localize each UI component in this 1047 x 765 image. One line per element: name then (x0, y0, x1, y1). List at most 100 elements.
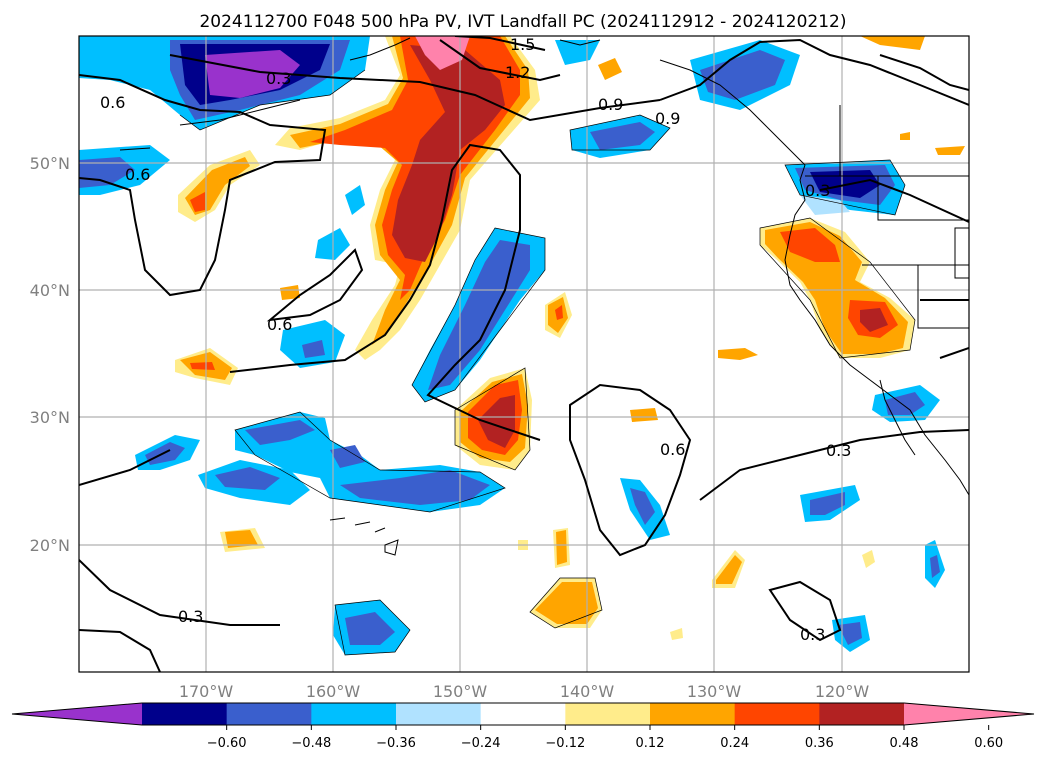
contour-0p6-inner (266, 248, 364, 322)
baja-coast (879, 379, 916, 456)
map-frame (78, 35, 970, 673)
contour-label: 0.6 (660, 440, 685, 459)
fill-24n-mid-inner (630, 488, 655, 525)
colorbar-extend-high (904, 703, 1034, 725)
fill-20n-west-orange (225, 530, 258, 548)
fill-35n-coast (718, 348, 758, 360)
contour-labels: 1.5 1.2 0.9 0.9 0.6 0.6 0.6 0.3 0.3 0.3 … (100, 36, 851, 644)
fill-47n-west-red (190, 192, 205, 212)
fill-outlines (179, 69, 916, 656)
colorbar-tick-label: −0.36 (376, 736, 416, 751)
coastlines (119, 37, 969, 556)
contour-0p6-north (79, 74, 327, 297)
lon-label: 120°W (815, 682, 870, 701)
contour-0p9b (659, 38, 969, 106)
fill-30n-center-darkred (478, 395, 515, 448)
colorbar-tick-label: 0.60 (974, 736, 1003, 751)
fill-central-diag-inner (428, 240, 530, 390)
positive-anomaly-fills (175, 36, 965, 640)
fill-28n-inner (245, 420, 315, 445)
fill-central-jet-pink (415, 36, 470, 70)
state-borders (839, 105, 969, 329)
colorbar-outline (11, 702, 1035, 726)
colorbar-tick-label: 0.48 (890, 736, 919, 751)
lat-label: 30°N (30, 408, 70, 427)
colorbar-tick-label: 0.36 (805, 736, 834, 751)
fill-52n-east (935, 146, 965, 155)
fill-small-45n (345, 185, 365, 215)
colorbar-tick-label: 0.12 (636, 736, 665, 751)
colorbar-swatch (311, 703, 397, 725)
fill-baja-inner (885, 392, 925, 415)
contour-0p3-coast (819, 178, 969, 223)
contour-label: 0.3 (805, 181, 830, 200)
contour-0p3-south (699, 429, 969, 501)
colorbar-tick-label: 0.24 (720, 736, 749, 751)
fill-36n-inner (302, 340, 325, 358)
fill-22n-east-inner (810, 492, 845, 515)
contour-label: 0.6 (100, 93, 125, 112)
contour-label: 0.6 (267, 315, 292, 334)
colorbar-swatch (142, 703, 228, 725)
lat-label: 40°N (30, 281, 70, 300)
contour-0p6-ne (879, 54, 969, 91)
contour-label: 0.3 (826, 441, 851, 460)
pv-contours (79, 36, 969, 672)
colorbar-tick-label: −0.60 (207, 736, 247, 751)
colorbar-swatch (396, 703, 482, 725)
alaska-coast (349, 37, 806, 166)
contour-se-east (920, 299, 969, 359)
contour-0p3-sw (79, 559, 280, 672)
fill-se-alaska-inner (700, 50, 785, 100)
lon-label: 170°W (179, 682, 234, 701)
fill-35n-west-red (190, 362, 215, 370)
fill-alaska-low-core (205, 50, 300, 98)
colorbar-tick-label: −0.24 (461, 736, 501, 751)
fill-52n-east-dot (900, 132, 910, 140)
fill-gulf-alaska-top (555, 40, 600, 65)
colorbar: −0.60 −0.48 −0.36 −0.24 −0.12 0.12 0.24 0.36 0.4… (11, 702, 1035, 751)
lat-label: 20°N (30, 536, 70, 555)
lon-label: 160°W (306, 682, 361, 701)
fill-california-red (780, 228, 840, 262)
contour-label: 0.9 (598, 95, 623, 114)
colorbar-extend-low (12, 703, 142, 725)
contour-label: 1.2 (505, 63, 530, 82)
contour-1p5 (454, 36, 546, 51)
contour-label: 0.9 (655, 109, 680, 128)
fill-california-darkred (860, 308, 888, 332)
fill-36n-coast-light (800, 195, 850, 215)
colorbar-swatch (226, 703, 312, 725)
colorbar-swatch (819, 703, 905, 725)
fill-16n-center-orange (535, 582, 598, 624)
fill-26n-small (330, 445, 365, 468)
colorbar-swatch (480, 703, 566, 725)
lon-label: 150°W (433, 682, 488, 701)
map-panel: 1.5 1.2 0.9 0.9 0.6 0.6 0.6 0.3 0.3 0.3 … (79, 36, 969, 672)
contour-1p2 (439, 39, 561, 82)
lat-label: 50°N (30, 154, 70, 173)
lon-label: 140°W (560, 682, 615, 701)
colorbar-tick-label: −0.48 (291, 736, 331, 751)
fill-13n-east-inner (838, 622, 862, 645)
map-title: 2024112700 F048 500 hPa PV, IVT Landfall… (199, 12, 846, 32)
fill-18n-mid-orange (716, 555, 742, 584)
fill-gulf-alaska-inner (590, 122, 655, 150)
contour-0p3-se (768, 580, 842, 642)
colorbar-swatch (565, 703, 651, 725)
fill-20n-narrow-orange (556, 530, 567, 565)
fill-24n-west-inner (215, 467, 280, 490)
fill-14n-inner (345, 612, 395, 645)
lon-label: 130°W (687, 682, 742, 701)
fill-40n-small (280, 285, 300, 300)
contour-label: 0.6 (125, 165, 150, 184)
fill-38n-small-red (555, 305, 563, 320)
negative-anomaly-fills (79, 36, 945, 655)
fill-18n-east-inner (930, 555, 940, 578)
fill-central-jet-darkred (392, 45, 505, 262)
fill-gulf-small (598, 58, 622, 80)
fill-top-right (860, 36, 925, 50)
contour-label: 0.3 (266, 69, 291, 88)
north-america-west-coast (784, 164, 969, 496)
